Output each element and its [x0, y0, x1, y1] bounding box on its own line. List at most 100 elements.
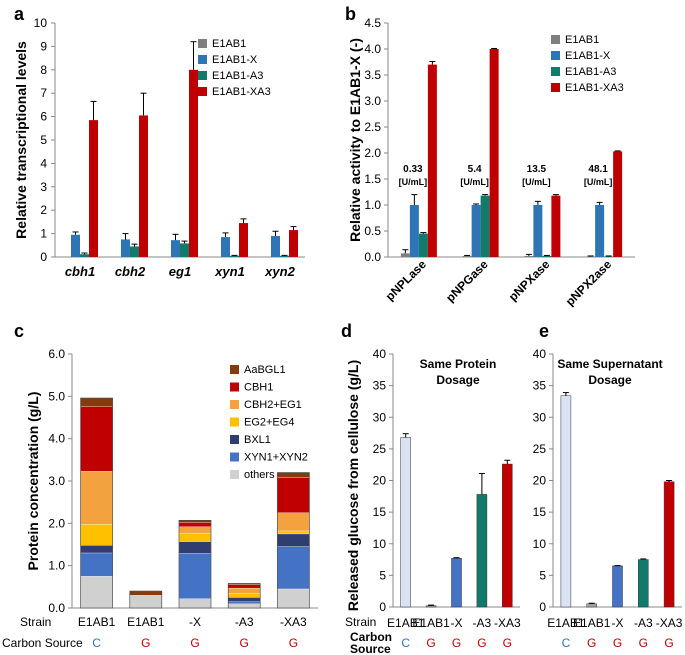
- panel-d-strain-label: E1AB1: [387, 616, 425, 630]
- panel-a-ytick-label: 6: [40, 110, 47, 124]
- panel-e-carbon-label: G: [664, 636, 673, 650]
- panel-e-strain-label: -XA3: [656, 616, 683, 630]
- panel-a-bar-E1AB1-A3-eg1: [180, 243, 189, 257]
- panel-c-stack-EG2+EG4-0: [80, 524, 113, 546]
- panel-d-strain-label: E1AB1: [412, 616, 450, 630]
- panel-d-carbon-label: G: [452, 636, 461, 650]
- panel-a-bar-E1AB1-XA3-xyn2: [289, 230, 298, 257]
- panel-a-legend-swatch-2: [198, 71, 207, 80]
- panel-b-legend-label-0: E1AB1: [565, 34, 599, 46]
- panel-d-bar-4: [502, 463, 513, 608]
- panel-a-bar-E1AB1-XA3-xyn1: [239, 223, 248, 257]
- panel-d-letter: d: [341, 321, 352, 341]
- panel-a-bar-E1AB1-X-cbh1: [71, 234, 80, 257]
- carbon-source-row-label: Carbon Source: [2, 636, 83, 650]
- panel-b-ytick-label: 3.0: [364, 94, 381, 108]
- panel-b-bar-E1AB1-pNPXase: [524, 255, 534, 257]
- panel-c-stack-CBH2+EG1-3: [228, 587, 261, 594]
- panel-b-legend-swatch-0: [551, 35, 560, 44]
- panel-b-annotation-value: 48.1: [588, 164, 608, 175]
- panel-b-bar-E1AB1-A3-pNPXase: [542, 255, 552, 257]
- panel-a-legend-label-1: E1AB1-X: [212, 54, 258, 66]
- panel-b-bar-E1AB1-XA3-pNPXase: [551, 195, 561, 257]
- panel-b-legend-swatch-1: [551, 51, 560, 60]
- panel-b-bar-E1AB1-A3-pNPX2ase: [604, 256, 614, 257]
- panel-c-stack-CBH1-2: [178, 522, 212, 527]
- panel-e-ytick-label: 5: [539, 568, 546, 582]
- panel-d-carbon-label: G: [426, 636, 435, 650]
- panel-b-legend-swatch-2: [551, 67, 560, 76]
- panel-d-ytick-label: 20: [373, 474, 387, 488]
- panel-c-legend-label-4: BXL1: [244, 434, 271, 446]
- panel-a-ytick-label: 8: [40, 63, 47, 77]
- panel-a-bar-E1AB1-XA3-cbh1: [89, 120, 98, 257]
- panel-d-ytick-label: 35: [373, 379, 387, 393]
- panel-d-bar-1: [425, 605, 437, 608]
- panel-c-legend-swatch-3: [230, 417, 239, 427]
- panel-c-legend-label-0: AaBGL1: [244, 364, 286, 376]
- panel-a-legend-label-3: E1AB1-XA3: [212, 86, 271, 98]
- panel-b-ytick-label: 0.5: [364, 224, 381, 238]
- panel-c-stack-AaBGL1-0: [80, 397, 113, 407]
- panel-b-ytick-label: 0.0: [364, 250, 381, 264]
- panel-b-ytick-label: 2.5: [364, 120, 381, 134]
- panel-c-bar-outline-4: [277, 472, 310, 609]
- panel-a-bar-E1AB1-A3-cbh2: [130, 246, 139, 257]
- panel-c-carbon-label: G: [289, 636, 298, 650]
- panel-a-bar-E1AB1-XA3-eg1: [189, 69, 198, 257]
- panel-c-letter: c: [14, 321, 24, 341]
- panel-c-bar-outline-2: [178, 520, 212, 609]
- panel-a-bar-E1AB1-A3-xyn2: [280, 255, 289, 257]
- panel-e-bar-4: [663, 481, 675, 608]
- panel-b-annotation-value: 0.33: [403, 164, 423, 175]
- panel-d-title-line: Same Protein: [420, 357, 497, 371]
- panel-e-strain-label: -X: [612, 616, 624, 630]
- panel-b-bar-E1AB1-pNPLase: [400, 253, 410, 257]
- panel-e-ytick-label: 35: [533, 379, 547, 393]
- panel-a-ytick-label: 3: [40, 180, 47, 194]
- panel-c-legend-swatch-1: [230, 382, 239, 392]
- panel-d-ytick-label: 15: [373, 505, 387, 519]
- panel-e-strain-label: E1AB1: [547, 616, 585, 630]
- panel-e-bar-0: [560, 395, 572, 608]
- panel-c-ytick-label: 5.0: [48, 389, 65, 403]
- panel-e-ytick-label: 40: [533, 347, 547, 361]
- panel-d-bar-3: [476, 494, 488, 608]
- panel-a-legend-swatch-3: [198, 87, 207, 96]
- panel-c-strain-label: E1AB1: [127, 615, 165, 629]
- panel-e-ytick-label: 15: [533, 505, 547, 519]
- panel-a-ytick-label: 9: [40, 39, 47, 53]
- panel-c-stack-AaBGL1-1: [129, 590, 162, 596]
- panel-a-ytick-label: 1: [40, 227, 47, 241]
- panel-c-bar-outline-3: [227, 583, 261, 609]
- panel-c-legend-label-6: others: [244, 469, 275, 481]
- panel-b-ytick-label: 1.5: [364, 172, 381, 186]
- panel-b-letter: b: [345, 4, 356, 24]
- panel-a-legend-swatch-1: [198, 55, 207, 64]
- panel-c-stack-XYN1+XYN2-4: [277, 546, 310, 590]
- panel-b-annotation-value: 5.4: [468, 164, 482, 175]
- panel-c-ytick-label: 0.0: [48, 601, 65, 615]
- panel-a-ytick-label: 5: [40, 133, 47, 147]
- panel-c-ytick-label: 1.0: [48, 559, 65, 573]
- carbon-row-label-d: Carbon: [350, 630, 392, 644]
- panel-b-ytick-label: 4.5: [364, 16, 381, 30]
- panel-c-stack-others-2: [178, 598, 212, 609]
- panel-e-carbon-label: G: [613, 636, 622, 650]
- panel-c-strain-label: -XA3: [280, 615, 307, 629]
- panel-c-stack-AaBGL1-4: [277, 472, 310, 478]
- panel-e-strain-label: -A3: [634, 616, 653, 630]
- panel-a-bar-E1AB1-XA3-cbh2: [139, 115, 148, 258]
- panel-b-bar-E1AB1-A3-pNPGase: [480, 195, 490, 257]
- strain-row-label: Strain: [20, 615, 51, 629]
- panel-c-stack-XYN1+XYN2-2: [178, 553, 212, 599]
- panel-a-bar-E1AB1-X-eg1: [171, 240, 180, 257]
- panel-c-carbon-label: G: [141, 636, 150, 650]
- panel-c-carbon-label: G: [240, 636, 249, 650]
- panel-a-xtick-label: xyn1: [214, 264, 245, 279]
- panel-b-ytick-label: 1.0: [364, 198, 381, 212]
- panel-c-bar-outline-0: [80, 397, 113, 609]
- panel-b-bar-E1AB1-XA3-pNPX2ase: [613, 151, 623, 257]
